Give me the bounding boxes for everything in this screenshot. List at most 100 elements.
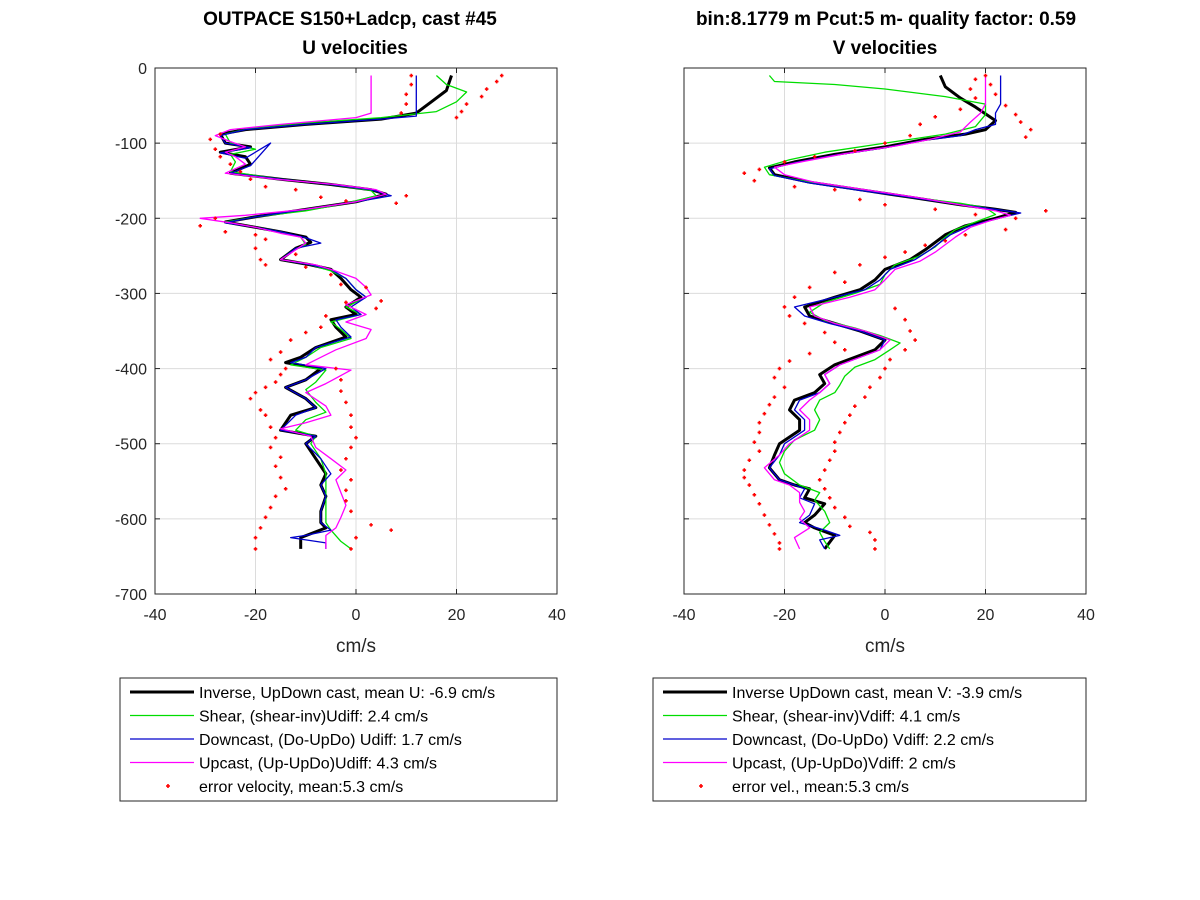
u-series-line-3: [199, 75, 387, 549]
v-error-point: [908, 329, 912, 333]
u-error-point: [454, 115, 459, 120]
v-error-point: [787, 314, 792, 318]
v-error-point: [853, 404, 857, 408]
u-ytick-label: -500: [115, 437, 147, 454]
u-error-point: [278, 372, 283, 377]
u-error-point: [499, 73, 504, 78]
u-error-point: [404, 193, 409, 198]
u-ytick-label: -400: [115, 362, 147, 379]
u-error-point: [273, 494, 278, 499]
u-error-point: [253, 233, 258, 237]
v-axis-ticks: -40 -20 0 20 40: [672, 67, 1095, 624]
u-panel-title: OUTPACE S150+Ladcp, cast #45: [203, 9, 497, 30]
v-error-point: [762, 411, 767, 416]
u-ytick-label: -200: [115, 211, 147, 228]
u-error-point: [288, 338, 293, 342]
u-error-velocity-points: [198, 73, 504, 551]
u-xtick-label: 0: [352, 607, 361, 624]
u-ytick-label: -600: [115, 512, 147, 529]
v-error-point: [772, 532, 777, 536]
u-error-point: [349, 445, 353, 450]
v-error-point: [832, 187, 837, 192]
v-gridlines: [684, 68, 1086, 594]
v-error-point: [812, 154, 817, 159]
u-error-point: [409, 73, 414, 78]
v-error-point: [1013, 216, 1018, 221]
v-error-point: [742, 468, 747, 472]
u-error-point: [228, 162, 233, 166]
u-error-point: [273, 380, 278, 384]
v-error-point: [792, 295, 797, 299]
v-legend: Inverse UpDown cast, mean V: -3.9 cm/s Sh…: [652, 677, 1087, 802]
u-error-point: [349, 509, 353, 514]
v-error-point: [1003, 103, 1008, 108]
u-xtick-label: 20: [448, 607, 466, 624]
u-error-point: [339, 282, 343, 287]
v-error-point: [752, 440, 757, 445]
v-error-point: [858, 263, 862, 267]
v-error-velocity-points: [742, 73, 1048, 551]
u-error-point: [263, 263, 268, 267]
u-error-point: [283, 487, 288, 491]
v-error-point: [802, 321, 807, 326]
v-error-point: [747, 458, 752, 463]
u-error-point: [223, 230, 228, 234]
u-legend-label-2: Downcast, (Do-UpDo) Udiff: 1.7 cm/s: [199, 732, 462, 749]
u-error-point: [389, 528, 393, 532]
v-error-point: [903, 250, 907, 254]
v-error-point: [822, 330, 827, 335]
u-error-point: [354, 435, 358, 440]
u-gridlines: [155, 68, 557, 594]
v-error-point: [973, 212, 978, 217]
u-error-point: [268, 357, 273, 362]
v-error-point: [918, 122, 922, 127]
u-error-point: [334, 366, 338, 371]
v-error-point: [843, 515, 847, 520]
v-xtick-label: 40: [1077, 607, 1095, 624]
v-error-point: [913, 338, 917, 342]
u-error-point: [484, 87, 489, 91]
u-legend-label-1: Shear, (shear-inv)Udiff: 2.4 cm/s: [199, 709, 428, 726]
v-error-point: [782, 305, 787, 309]
v-error-point: [993, 92, 998, 97]
v-error-point: [933, 115, 938, 119]
u-error-point: [263, 413, 268, 417]
v-error-point: [837, 430, 842, 435]
v-error-point: [883, 366, 887, 371]
u-ytick-label: -700: [115, 587, 147, 604]
u-error-point: [278, 350, 283, 354]
u-error-point: [258, 257, 263, 262]
v-error-point: [893, 306, 897, 311]
u-legend-swatch-4: [166, 784, 170, 788]
v-error-point: [772, 395, 777, 399]
v-error-point: [973, 77, 978, 82]
v-error-point: [883, 141, 887, 145]
v-error-point: [832, 505, 837, 510]
u-error-point: [339, 378, 343, 382]
v-error-point: [817, 477, 822, 482]
v-error-point: [1028, 127, 1033, 132]
v-error-point: [883, 202, 887, 207]
u-error-point: [339, 468, 343, 472]
u-error-point: [273, 435, 278, 440]
u-error-point: [283, 366, 288, 371]
u-error-point: [379, 299, 383, 303]
u-error-point: [344, 199, 348, 203]
v-error-point: [903, 317, 907, 322]
u-error-point: [268, 445, 273, 450]
u-error-point: [303, 330, 308, 335]
v-error-point: [848, 413, 852, 417]
v-legend-label-2: Downcast, (Do-UpDo) Vdiff: 2.2 cm/s: [732, 732, 994, 749]
u-error-point: [364, 285, 368, 290]
u-error-point: [339, 389, 343, 393]
u-error-point: [349, 425, 353, 429]
v-error-point: [868, 530, 872, 535]
u-error-point: [404, 92, 409, 97]
u-error-point: [263, 237, 268, 242]
u-error-point: [324, 314, 328, 318]
v-error-point: [843, 347, 847, 352]
u-error-point: [399, 111, 404, 115]
u-error-point: [253, 246, 258, 251]
v-error-point: [752, 178, 757, 183]
u-error-point: [344, 499, 348, 503]
